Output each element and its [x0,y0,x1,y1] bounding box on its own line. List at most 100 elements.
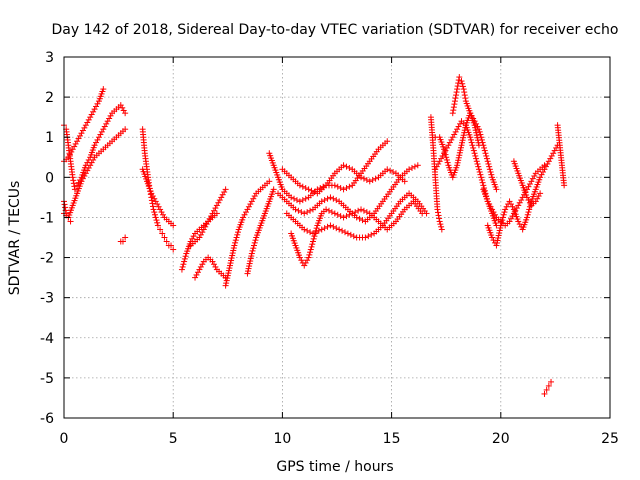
data-point-interp [230,245,237,252]
data-point-interp [179,263,186,270]
data-point-interp [94,136,101,143]
grid [64,57,610,418]
data-point [301,210,308,217]
data-point-interp [90,156,97,163]
data-point-interp [493,240,500,247]
data-point-interp [88,159,95,166]
data-point-interp [210,207,217,214]
data-point-interp [470,144,477,151]
data-point-interp [472,152,479,159]
data-point [484,158,491,165]
data-point-interp [347,231,354,238]
data-point [296,182,303,189]
data-point-interp [304,227,311,234]
data-point [384,138,391,145]
data-point-interp [149,203,156,210]
data-point-interp [490,209,497,216]
data-point [340,214,347,221]
data-point-interp [346,164,353,171]
data-point [336,226,343,233]
data-point-interp [234,229,241,236]
data-point-interp [93,139,100,146]
data-point-interp [249,247,256,254]
data-point [157,226,164,233]
data-point [471,118,478,125]
data-point-interp [544,160,551,167]
data-point-interp [435,160,442,167]
data-point [244,270,251,277]
data-point-interp [77,132,84,139]
data-point-interp [527,201,534,208]
data-point-interp [495,235,502,242]
data-point-interp [498,219,505,226]
data-point-interp [202,223,209,230]
data-point [82,170,89,177]
data-point-interp [154,219,161,226]
plot-frame [63,56,611,419]
data-point-interp [312,227,319,234]
data-point-interp [456,152,463,159]
data-point [541,166,548,173]
data-point-interp [435,209,442,216]
data-point-interp [343,185,350,192]
data-point-interp [433,163,440,170]
data-point-interp [333,197,340,204]
data-point-interp [154,201,161,208]
data-point [152,198,159,205]
y-tick-label: -3 [40,291,54,307]
data-point [226,262,233,269]
data-point-interp [468,112,475,119]
data-point-interp [85,116,92,123]
data-point-interp [435,212,442,219]
data-point-interp [72,140,79,147]
data-point [406,166,413,173]
data-point-interp [534,195,541,202]
data-point-interp [343,213,350,220]
data-point [548,378,555,385]
data-point [122,126,129,133]
data-point [506,218,513,225]
y-tick-label: -6 [40,411,54,427]
data-point [502,206,509,213]
data-point-interp [538,171,545,178]
data-point [196,266,203,273]
data-point [323,206,330,213]
data-point [296,198,303,205]
data-point [209,210,216,217]
data-point [69,146,76,153]
data-point [150,206,157,213]
data-point [460,86,467,93]
data-point [458,78,465,85]
data-point-interp [411,163,418,170]
data-point-interp [363,209,370,216]
data-point-interp [437,221,444,228]
data-point-interp [247,258,254,265]
data-point-interp [223,277,230,284]
data-point-interp [250,245,257,252]
data-point-interp [299,183,306,190]
data-point-interp [119,104,126,111]
data-point-interp [459,83,466,90]
data-point-interp [106,115,113,122]
data-point-interp [75,135,82,142]
data-point-interp [228,257,235,264]
data-point-interp [325,207,332,214]
data-point-interp [302,185,309,192]
data-point-interp [212,205,219,212]
data-point-interp [84,167,91,174]
axis-ticks: 0 5 10 15 20 25 -6 -5 -4 -3 -2 -1 0 1 2 3 [40,50,619,447]
data-point-interp [365,233,372,240]
data-point [309,238,316,245]
data-point [196,234,203,241]
data-point-interp [461,129,468,136]
data-point-interp [221,189,228,196]
data-point-interp [71,183,78,190]
plot-border [63,56,611,419]
data-point-interp [496,227,503,234]
data-point [384,166,391,173]
data-point-interp [149,200,156,207]
data-point-interp [320,183,327,190]
data-point [170,246,177,253]
data-point-interp [197,231,204,238]
data-point [248,198,255,205]
